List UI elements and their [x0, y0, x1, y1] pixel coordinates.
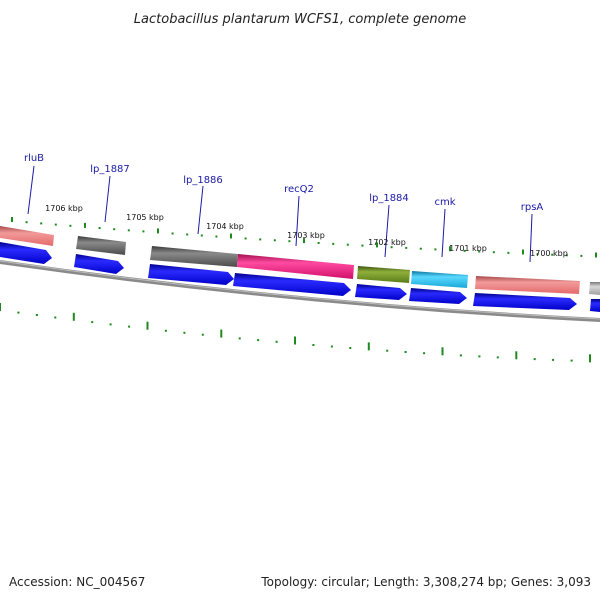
genome-summary-text: Topology: circular; Length: 3,308,274 bp… — [260, 575, 591, 589]
leader-lp_1886 — [197, 185, 204, 235]
gene-labels: rluB lp_1887 lp_1886 recQ2 lp_1884 cmk r… — [24, 153, 543, 213]
cds-arrow-4[interactable] — [233, 273, 351, 296]
gene-label-recQ2[interactable]: recQ2 — [284, 184, 314, 195]
cds-arrow-6[interactable] — [409, 288, 467, 304]
cds-arrow-3[interactable] — [148, 264, 234, 285]
gene-block-lp_1884[interactable] — [357, 266, 410, 283]
gene-block-cmk[interactable] — [411, 271, 468, 288]
gene-leader-lines — [27, 165, 533, 263]
cds-track — [0, 242, 600, 312]
leader-cmk — [441, 208, 446, 258]
feature-track — [0, 226, 600, 295]
cds-arrow-1[interactable] — [0, 242, 52, 264]
accession-text: Accession: NC_004567 — [9, 575, 145, 589]
genome-backbone-highlight — [0, 260, 600, 320]
scale-label: 1703 kbp — [287, 231, 325, 240]
cds-arrow-2[interactable] — [74, 254, 124, 274]
cds-arrow-8[interactable] — [590, 299, 600, 312]
scale-label: 1706 kbp — [45, 204, 83, 213]
leader-lp_1887 — [104, 175, 111, 223]
scale-label: 1704 kbp — [206, 222, 244, 231]
gene-label-rpsA[interactable]: rpsA — [521, 202, 544, 213]
leader-recQ2 — [295, 195, 300, 247]
gene-label-lp_1886[interactable]: lp_1886 — [183, 175, 223, 186]
gene-label-lp_1887[interactable]: lp_1887 — [90, 164, 130, 175]
scale-label: 1700 kbp — [530, 249, 568, 258]
gene-block-lp_1887[interactable] — [76, 236, 126, 255]
gene-block-recQ2[interactable] — [237, 254, 354, 279]
cds-arrow-5[interactable] — [355, 284, 407, 300]
genome-backbone — [0, 260, 600, 322]
gene-block-lp_1886[interactable] — [150, 246, 238, 267]
gene-block-rluB[interactable] — [0, 226, 54, 246]
gene-label-lp_1884[interactable]: lp_1884 — [369, 193, 409, 204]
leader-lp_1884 — [384, 204, 390, 258]
scale-label: 1702 kbp — [368, 238, 406, 247]
gene-label-cmk[interactable]: cmk — [434, 197, 455, 208]
outer-scale-ticks — [11, 217, 597, 258]
scale-labels: 1706 kbp 1705 kbp 1704 kbp 1703 kbp 1702… — [45, 204, 568, 258]
leader-rluB — [27, 165, 35, 215]
scale-label: 1701 kbp — [449, 244, 487, 253]
scale-label: 1705 kbp — [126, 213, 164, 222]
map-title: Lactobacillus plantarum WCFS1, complete … — [134, 12, 466, 27]
leader-rpsA — [529, 213, 533, 263]
gene-block-rpsA[interactable] — [475, 276, 580, 294]
inner-plot-ticks — [0, 303, 591, 363]
cds-arrow-7[interactable] — [473, 293, 577, 310]
gene-label-rluB[interactable]: rluB — [24, 153, 44, 164]
gene-block-partial-right[interactable] — [589, 282, 600, 295]
